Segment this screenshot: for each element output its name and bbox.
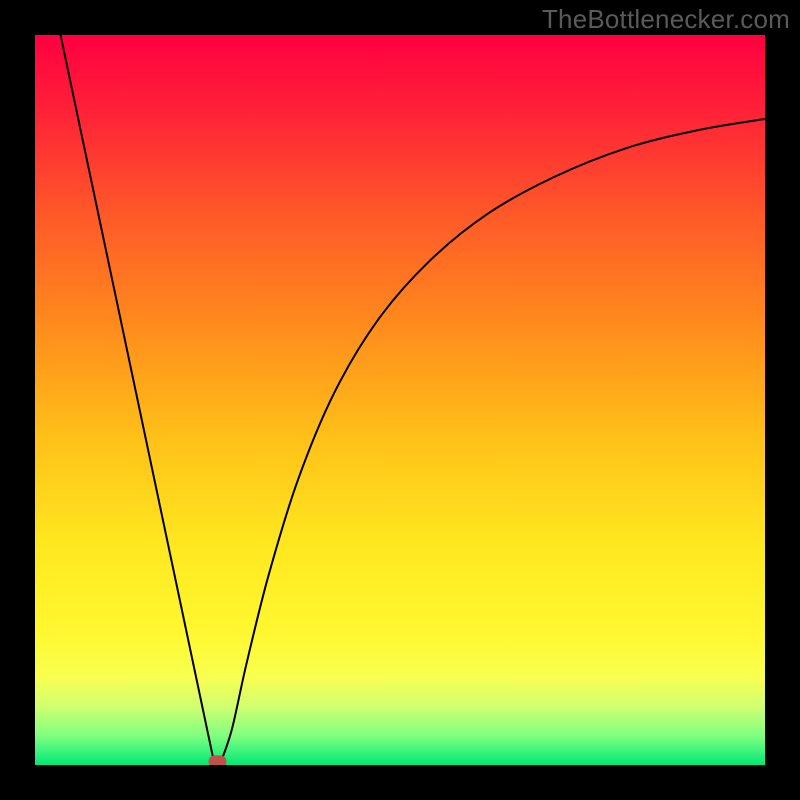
- chart-container: TheBottlenecker.com: [0, 0, 800, 800]
- bottleneck-curve-chart: [0, 0, 800, 800]
- chart-plot-background: [35, 35, 765, 765]
- watermark-text: TheBottlenecker.com: [542, 4, 790, 35]
